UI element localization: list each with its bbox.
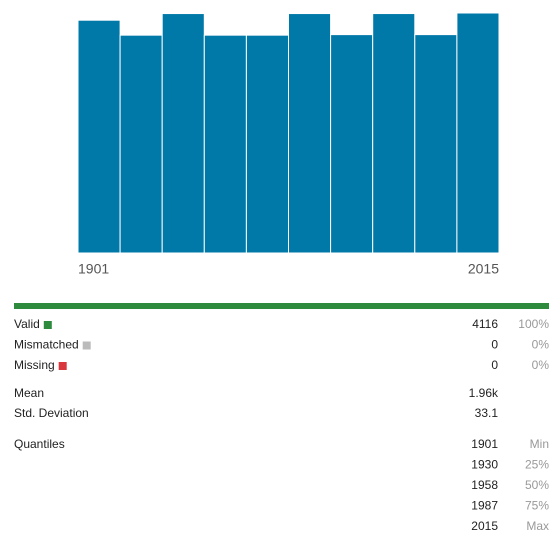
- bar: [119, 34, 163, 254]
- stat-value: 33.1: [475, 406, 499, 420]
- row-value: 0: [491, 358, 498, 372]
- bar: [203, 34, 247, 254]
- row-pct: 0%: [532, 358, 549, 372]
- quantile-label: 50%: [525, 478, 549, 492]
- row-value: 4116: [472, 317, 498, 331]
- stat-label: Mean: [14, 386, 44, 400]
- bar: [414, 34, 458, 254]
- row-value: 0: [491, 338, 498, 352]
- quantiles-label: Quantiles: [14, 437, 65, 451]
- row-pct: 0%: [532, 338, 549, 352]
- legend-square: [82, 341, 91, 350]
- bar: [245, 34, 289, 254]
- row-label: Valid: [14, 317, 40, 331]
- bar: [456, 12, 500, 254]
- bar: [372, 13, 416, 254]
- quantile-label: 75%: [525, 499, 549, 513]
- row-pct: 100%: [518, 317, 549, 331]
- legend-square: [58, 362, 67, 370]
- quantile-value: 1958: [471, 478, 498, 492]
- stat-label: Std. Deviation: [14, 406, 89, 420]
- row-label: Missing: [14, 358, 55, 372]
- bar: [330, 34, 374, 254]
- x-tick-label: 1901: [78, 261, 109, 277]
- stat-value: 1.96k: [469, 386, 499, 400]
- bar: [288, 13, 332, 254]
- quantile-value: 2015: [471, 519, 498, 533]
- row-label: Mismatched: [14, 338, 79, 352]
- legend-square: [43, 321, 52, 329]
- bar: [161, 13, 205, 254]
- x-tick-label: 2015: [468, 261, 499, 277]
- quantile-value: 1930: [471, 458, 498, 472]
- bar: [77, 19, 121, 254]
- valid-bar: [14, 303, 549, 309]
- quantile-label: 25%: [525, 458, 549, 472]
- quantile-value: 1901: [471, 437, 498, 451]
- quantile-value: 1987: [471, 499, 498, 513]
- quantile-label: Max: [526, 519, 549, 533]
- quantile-label: Min: [530, 437, 549, 451]
